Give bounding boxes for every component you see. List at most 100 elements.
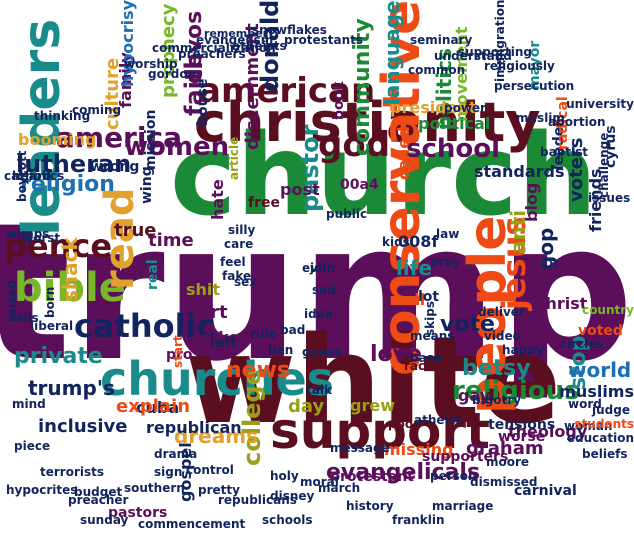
cloud-word: shit — [186, 280, 221, 299]
cloud-word: dismissed — [470, 475, 538, 489]
cloud-word: join — [310, 261, 336, 275]
cloud-word: school — [406, 134, 501, 164]
cloud-word: public — [326, 207, 368, 221]
cloud-word: means — [410, 329, 455, 343]
cloud-word: house — [195, 78, 211, 126]
cloud-word: trump's — [28, 376, 115, 400]
cloud-word: standards — [474, 162, 565, 181]
cloud-word: care — [224, 237, 254, 251]
cloud-word: art — [198, 302, 228, 323]
cloud-word: religiously — [484, 59, 555, 73]
cloud-word: woman — [564, 419, 613, 433]
cloud-word: graham — [466, 438, 544, 459]
cloud-word: language — [380, 0, 404, 105]
cloud-word: schools — [262, 513, 313, 527]
cloud-word: support — [270, 402, 490, 460]
cloud-word: feel — [220, 255, 246, 269]
cloud-word: pray — [430, 255, 461, 269]
cloud-word: love — [370, 342, 422, 367]
cloud-word: god — [318, 125, 391, 165]
cloud-word: remember — [204, 27, 269, 40]
cloud-word: fails — [10, 311, 39, 325]
cloud-word: sign — [154, 465, 183, 479]
cloud-word: churches — [100, 352, 335, 406]
cloud-word: women — [124, 132, 230, 162]
cloud-word: beliefs — [582, 447, 628, 461]
cloud-word: free — [248, 195, 280, 211]
cloud-word: dreams — [174, 424, 258, 448]
cloud-word: circles — [560, 337, 604, 351]
cloud-word: moore — [486, 455, 530, 469]
cloud-word: bigotry — [472, 393, 522, 407]
cloud-word: time — [148, 230, 194, 251]
cloud-word: abortion — [548, 115, 606, 129]
cloud-word: happy — [502, 343, 544, 357]
cloud-word: grew — [350, 396, 395, 415]
cloud-word: supporting — [458, 45, 533, 59]
cloud-word: disney — [270, 489, 315, 503]
cloud-word: hate — [208, 179, 227, 220]
cloud-word: protestant — [330, 469, 414, 485]
cloud-word: 008f — [398, 232, 439, 251]
cloud-word: gay — [458, 386, 491, 405]
cloud-word: racist — [404, 359, 443, 373]
cloud-word: left — [210, 335, 238, 351]
cloud-word: gordon — [148, 67, 197, 81]
cloud-word: kids — [382, 235, 410, 249]
cloud-word: president — [390, 98, 477, 117]
cloud-word: challenge — [597, 132, 611, 198]
cloud-word: theology — [508, 422, 588, 441]
cloud-word: moral — [300, 475, 339, 489]
cloud-word: fake — [222, 269, 252, 283]
cloud-word: post — [280, 180, 320, 199]
cloud-word: explain — [116, 396, 191, 417]
cloud-word: voted — [578, 323, 623, 339]
cloud-word: protestants — [284, 33, 364, 47]
cloud-word: booming — [18, 130, 97, 149]
cloud-word: drama — [154, 447, 198, 461]
cloud-word: trump — [0, 182, 634, 403]
cloud-word: church — [170, 111, 598, 241]
cloud-word: article — [227, 136, 241, 180]
cloud-word: worship — [124, 57, 178, 71]
cloud-word: lot — [418, 289, 440, 305]
cloud-word: lutheran — [16, 150, 132, 178]
cloud-word: world — [568, 358, 632, 382]
cloud-word: atheists — [232, 39, 287, 53]
cloud-word: franklin — [392, 513, 445, 527]
cloud-word: march — [318, 481, 361, 495]
cloud-word: vote — [440, 312, 495, 337]
cloud-word: history — [346, 499, 394, 513]
cloud-word: pence — [4, 227, 113, 265]
cloud-word: deliver — [478, 305, 525, 319]
cloud-word: call — [394, 290, 426, 309]
cloud-word: university — [566, 97, 634, 111]
cloud-word: video — [484, 329, 521, 343]
cloud-word: christ — [536, 294, 588, 313]
cloud-word: born — [43, 286, 57, 318]
cloud-word: blog — [522, 182, 541, 222]
cloud-word: wimps — [6, 227, 50, 241]
cloud-word: pretty — [198, 483, 240, 497]
cloud-word: word — [568, 397, 602, 411]
cloud-word: piece — [14, 439, 51, 453]
cloud-word: rule — [250, 327, 277, 341]
cloud-word: silly — [228, 223, 256, 237]
cloud-word: judge — [592, 403, 630, 417]
cloud-word: talk — [306, 383, 332, 397]
cloud-word: life — [396, 256, 432, 280]
cloud-word: budget — [74, 485, 123, 499]
cloud-word: american — [198, 71, 376, 111]
cloud-word: atheist — [414, 413, 462, 427]
cloud-word: poor — [388, 417, 419, 431]
cloud-word: base — [410, 351, 442, 365]
cloud-word: shack — [58, 237, 82, 302]
cloud-word: southern — [124, 481, 185, 495]
cloud-word: understand — [434, 49, 512, 63]
cloud-word: message — [330, 441, 390, 455]
cloud-word: 00a4 — [340, 177, 379, 193]
cloud-word: christianity — [194, 91, 541, 154]
cloud-word: heard — [12, 169, 52, 183]
cloud-word: ban — [268, 343, 294, 357]
